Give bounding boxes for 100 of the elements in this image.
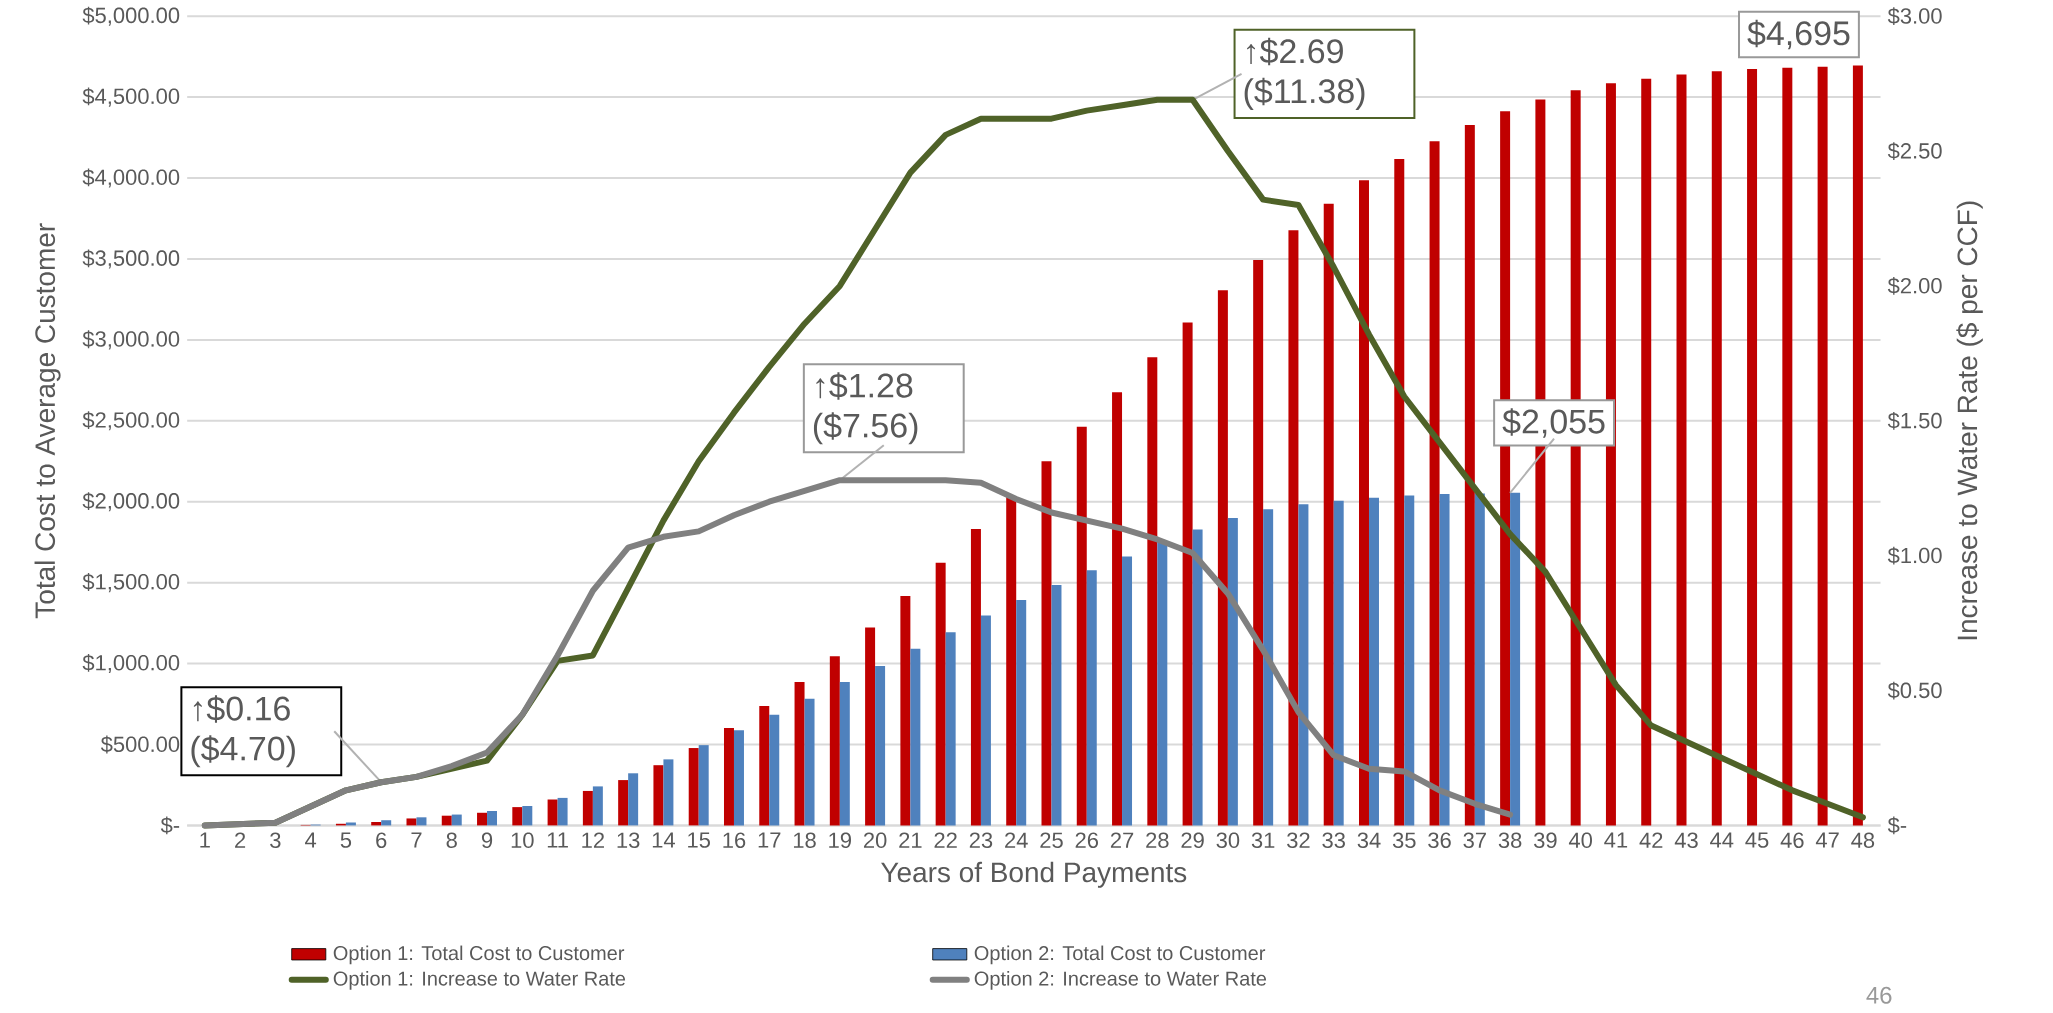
bar	[1359, 180, 1369, 826]
y-axis-title: Total Cost to Average Customer	[34, 223, 61, 619]
x-tick-label: 44	[1710, 832, 1734, 848]
bar	[653, 765, 664, 826]
x-tick-label: 18	[793, 832, 816, 848]
x-tick-label: 15	[688, 832, 710, 848]
bar	[1711, 71, 1722, 826]
x-tick-label: 41	[1604, 832, 1628, 848]
x-tick-label: 46	[1780, 832, 1804, 848]
bar	[441, 815, 452, 826]
bar	[1333, 500, 1344, 826]
y-tick-label: $5,000.00	[82, 6, 180, 26]
bar	[1253, 259, 1264, 826]
y2-tick-label: $1.00	[1887, 546, 1942, 565]
y-tick-label: $2,000.00	[82, 492, 180, 512]
bar	[688, 747, 699, 826]
bar	[1852, 65, 1863, 826]
x-tick-label: 19	[829, 832, 851, 848]
x-tick-label: 24	[1005, 832, 1028, 848]
y2-tick-label: $2.50	[1887, 142, 1942, 160]
bar	[1112, 392, 1123, 826]
bar	[1076, 426, 1087, 826]
x-tick-label: 27	[1110, 832, 1134, 848]
x-tick-label: 8	[446, 832, 457, 848]
x-tick-label: 38	[1498, 832, 1522, 848]
x-tick-label: 47	[1815, 832, 1839, 848]
bar	[698, 745, 709, 826]
x-tick-label: 36	[1428, 832, 1451, 848]
bar	[1157, 541, 1168, 826]
x-tick-label: 29	[1181, 832, 1204, 848]
annotation: ↑$2.69 ($11.38)	[1244, 37, 1365, 110]
x-tick-label: 14	[652, 832, 675, 848]
bar	[345, 822, 356, 826]
bar	[769, 714, 780, 826]
bar	[522, 805, 533, 826]
text: 46	[1866, 986, 1892, 1004]
y-tick-label: $2,500.00	[82, 411, 180, 431]
y2-tick-label: $3.00	[1887, 7, 1942, 25]
bar	[935, 562, 946, 826]
x-tick-label: 33	[1322, 832, 1345, 848]
bar	[477, 812, 488, 826]
x-tick-label: 6	[376, 832, 387, 848]
x-tick-label: 39	[1534, 832, 1557, 848]
legend-label: Option 1: Increase to Water Rate	[333, 970, 626, 990]
y-tick-label: $500.00	[100, 735, 180, 754]
bar	[628, 773, 639, 826]
bar	[1429, 141, 1440, 826]
x-tick-label: 22	[934, 832, 957, 848]
bar	[759, 706, 770, 826]
bar	[865, 627, 876, 826]
x-tick-label: 21	[899, 832, 922, 848]
legend-label: Option 2: Total Cost to Customer	[974, 945, 1266, 965]
bar	[1323, 203, 1334, 826]
bar	[1288, 230, 1299, 826]
y-tick-label: $-	[160, 816, 180, 835]
y2-tick-label: $-	[1887, 816, 1907, 835]
x-tick-label: 40	[1568, 832, 1592, 848]
bar	[829, 656, 840, 826]
x-tick-label: 11	[547, 832, 568, 848]
x-tick-label: 31	[1251, 832, 1275, 848]
bar	[381, 820, 392, 826]
bar	[1747, 68, 1758, 826]
bar	[733, 730, 744, 826]
x-tick-label: 43	[1674, 832, 1698, 848]
bar	[1464, 125, 1475, 826]
x-tick-label: 28	[1146, 832, 1169, 848]
annotation: ↑$0.16 ($4.70)	[191, 695, 295, 768]
bar	[1394, 158, 1405, 826]
annotation: $2,055	[1502, 408, 1605, 438]
bar	[1404, 495, 1415, 826]
bar	[900, 595, 911, 826]
annotation: $4,695	[1747, 19, 1850, 50]
y2-tick-label: $1.50	[1887, 411, 1942, 430]
bar	[875, 665, 886, 826]
x-tick-label: 25	[1040, 832, 1063, 848]
bar	[1051, 584, 1062, 826]
bar	[451, 814, 462, 826]
x-tick-label: 30	[1216, 832, 1240, 848]
x-tick-label: 34	[1357, 832, 1381, 848]
x-tick-label: 16	[723, 832, 746, 848]
bar	[1192, 529, 1203, 826]
bar	[663, 759, 674, 826]
bar	[547, 799, 558, 826]
x-tick-label: 20	[863, 832, 887, 848]
x-tick-label: 1	[200, 832, 210, 848]
bar	[512, 807, 523, 826]
bar	[1263, 509, 1274, 826]
x-tick-label: 35	[1392, 832, 1416, 848]
bar	[1227, 517, 1238, 826]
x-tick-label: 2	[235, 832, 246, 848]
bar	[839, 681, 850, 826]
x-tick-label: 48	[1851, 832, 1875, 848]
bar	[416, 817, 427, 826]
bar	[592, 786, 603, 826]
x-tick-label: 32	[1287, 832, 1310, 848]
legend-label: Option 1: Total Cost to Customer	[333, 945, 625, 965]
x-tick-label: 13	[617, 832, 640, 848]
bar	[910, 648, 921, 826]
bar	[1510, 492, 1521, 826]
y-tick-label: $3,000.00	[82, 330, 180, 350]
